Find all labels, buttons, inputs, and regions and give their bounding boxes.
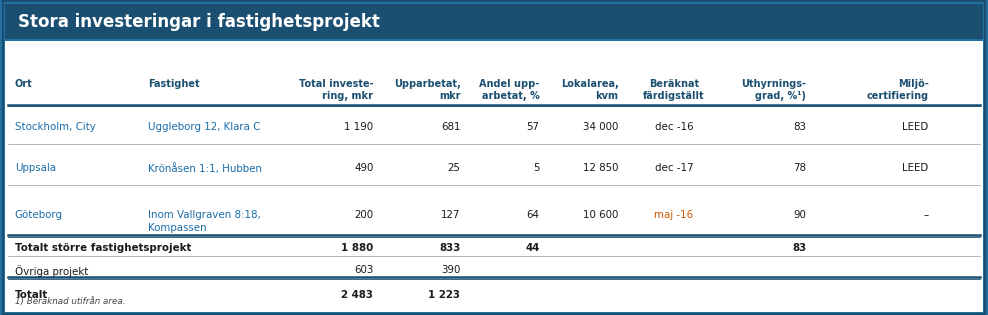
Text: Lokalarea,
kvm: Lokalarea, kvm: [561, 79, 618, 101]
Text: Krönåsen 1:1, Hubben: Krönåsen 1:1, Hubben: [148, 163, 262, 174]
Text: maj -16: maj -16: [654, 210, 694, 220]
Text: Beräknat
färdigställt: Beräknat färdigställt: [643, 79, 704, 101]
Text: dec -17: dec -17: [654, 163, 694, 173]
Text: 1 223: 1 223: [429, 290, 460, 300]
Text: Övriga projekt: Övriga projekt: [15, 265, 88, 277]
Text: Göteborg: Göteborg: [15, 210, 63, 220]
FancyBboxPatch shape: [5, 4, 983, 39]
Text: 25: 25: [448, 163, 460, 173]
Text: 390: 390: [441, 265, 460, 275]
Text: Uggleborg 12, Klara C: Uggleborg 12, Klara C: [148, 122, 261, 132]
Text: Inom Vallgraven 8:18,
Kompassen: Inom Vallgraven 8:18, Kompassen: [148, 210, 261, 233]
Text: –: –: [924, 210, 929, 220]
Text: Upparbetat,
mkr: Upparbetat, mkr: [393, 79, 460, 101]
Text: 57: 57: [527, 122, 539, 132]
Text: 681: 681: [441, 122, 460, 132]
Text: 12 850: 12 850: [583, 163, 618, 173]
Text: Ort: Ort: [15, 79, 33, 89]
Text: Miljö-
certifiering: Miljö- certifiering: [866, 79, 929, 101]
Text: Totalt större fastighetsprojekt: Totalt större fastighetsprojekt: [15, 243, 192, 253]
Text: Fastighet: Fastighet: [148, 79, 200, 89]
Text: 5: 5: [533, 163, 539, 173]
Text: 1 880: 1 880: [341, 243, 373, 253]
Text: 127: 127: [441, 210, 460, 220]
Text: 200: 200: [355, 210, 373, 220]
Text: 34 000: 34 000: [583, 122, 618, 132]
Text: 1 190: 1 190: [345, 122, 373, 132]
Text: Andel upp-
arbetat, %: Andel upp- arbetat, %: [479, 79, 539, 101]
Text: 83: 83: [793, 122, 806, 132]
Text: 833: 833: [439, 243, 460, 253]
Text: LEED: LEED: [902, 163, 929, 173]
Text: Totalt: Totalt: [15, 290, 48, 300]
Text: 2 483: 2 483: [342, 290, 373, 300]
Text: Stora investeringar i fastighetsprojekt: Stora investeringar i fastighetsprojekt: [18, 13, 379, 31]
Text: 1) Beräknad utifrån area.: 1) Beräknad utifrån area.: [15, 296, 125, 306]
Text: 10 600: 10 600: [583, 210, 618, 220]
Text: 64: 64: [527, 210, 539, 220]
Text: Uppsala: Uppsala: [15, 163, 55, 173]
Text: Stockholm, City: Stockholm, City: [15, 122, 96, 132]
Text: Uthyrnings-
grad, %¹): Uthyrnings- grad, %¹): [741, 79, 806, 101]
Text: 490: 490: [354, 163, 373, 173]
Text: 83: 83: [792, 243, 806, 253]
Text: LEED: LEED: [902, 122, 929, 132]
Text: 44: 44: [526, 243, 539, 253]
Text: 603: 603: [354, 265, 373, 275]
Text: dec -16: dec -16: [654, 122, 694, 132]
FancyBboxPatch shape: [5, 41, 983, 312]
Text: Total investe-
ring, mkr: Total investe- ring, mkr: [298, 79, 373, 101]
Text: 90: 90: [793, 210, 806, 220]
Text: 78: 78: [793, 163, 806, 173]
